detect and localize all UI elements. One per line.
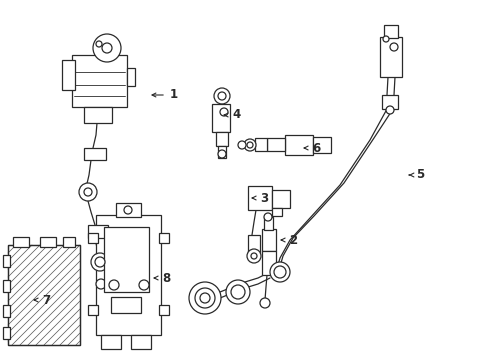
Bar (285, 135, 312, 155)
Circle shape (382, 36, 388, 42)
Bar (218, 146, 225, 158)
Circle shape (260, 298, 269, 308)
Circle shape (244, 139, 256, 151)
Bar (131, 335, 151, 349)
Bar (101, 335, 121, 349)
Bar (264, 217, 272, 230)
Bar (96, 215, 161, 335)
Bar (8, 245, 80, 345)
Bar (3, 305, 10, 317)
Bar (3, 327, 10, 339)
Bar (88, 225, 108, 238)
Text: 3: 3 (260, 192, 267, 204)
Circle shape (95, 257, 105, 267)
Circle shape (84, 188, 92, 196)
Circle shape (218, 92, 225, 100)
Bar (254, 138, 266, 151)
Bar (266, 138, 285, 151)
Circle shape (96, 41, 102, 47)
Text: 6: 6 (311, 141, 320, 154)
Circle shape (124, 206, 132, 214)
Bar (63, 237, 75, 247)
Circle shape (79, 183, 97, 201)
Circle shape (246, 142, 252, 148)
Bar (111, 297, 141, 313)
Bar (88, 305, 98, 315)
Bar (3, 255, 10, 267)
Text: 5: 5 (415, 168, 424, 181)
Bar (247, 235, 260, 253)
Circle shape (139, 280, 149, 290)
Circle shape (264, 213, 271, 221)
Circle shape (96, 279, 106, 289)
Bar (381, 95, 397, 109)
Circle shape (230, 285, 244, 299)
Bar (312, 137, 330, 153)
Bar (216, 132, 227, 146)
Bar (72, 55, 127, 107)
Bar (8, 245, 80, 345)
Circle shape (93, 34, 121, 62)
Bar (127, 68, 135, 86)
Circle shape (389, 43, 397, 51)
Circle shape (220, 108, 227, 116)
Bar (383, 25, 397, 38)
Text: 2: 2 (288, 234, 297, 247)
Circle shape (91, 253, 109, 271)
Circle shape (238, 141, 245, 149)
Bar (88, 233, 98, 243)
Bar (262, 229, 275, 251)
Bar (13, 237, 29, 247)
Bar (159, 233, 169, 243)
Bar (84, 148, 106, 160)
Circle shape (195, 288, 215, 308)
Bar (3, 280, 10, 292)
Circle shape (225, 280, 249, 304)
Circle shape (200, 293, 209, 303)
Circle shape (102, 43, 112, 53)
Text: 8: 8 (162, 271, 170, 284)
Bar (271, 208, 282, 216)
Bar (212, 104, 229, 132)
Circle shape (250, 253, 257, 259)
Bar (159, 305, 169, 315)
Bar (116, 203, 141, 217)
Circle shape (273, 266, 285, 278)
Bar (84, 107, 112, 123)
Circle shape (269, 262, 289, 282)
Text: 7: 7 (42, 293, 50, 306)
Bar (62, 60, 75, 90)
Bar (247, 186, 271, 210)
Bar (271, 190, 289, 208)
Circle shape (246, 249, 261, 263)
Text: 1: 1 (170, 89, 178, 102)
Bar (262, 251, 275, 275)
Circle shape (385, 106, 393, 114)
Bar (104, 227, 149, 292)
Circle shape (109, 280, 119, 290)
Bar (379, 37, 401, 77)
Circle shape (189, 282, 221, 314)
Circle shape (218, 150, 225, 158)
Text: 4: 4 (231, 108, 240, 122)
Bar (40, 237, 56, 247)
Circle shape (214, 88, 229, 104)
